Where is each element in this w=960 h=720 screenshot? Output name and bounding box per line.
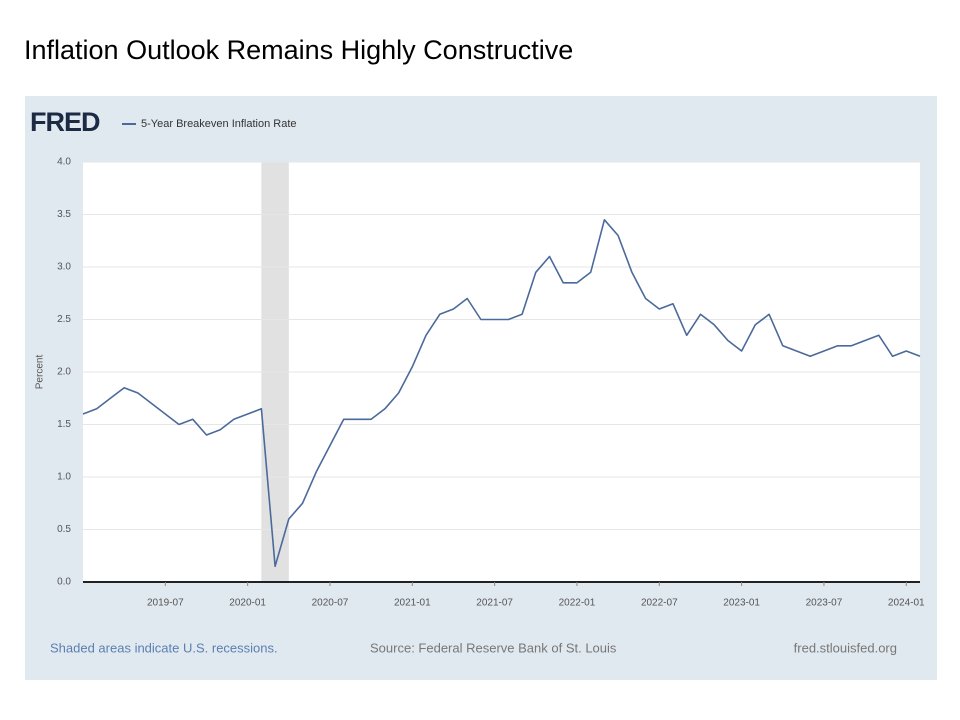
x-tick-label: 2021-07 — [476, 598, 513, 609]
site: fred.stlouisfed.org — [794, 640, 897, 655]
slide-title: Inflation Outlook Remains Highly Constru… — [24, 35, 573, 65]
x-tick-label: 2023-01 — [723, 598, 760, 609]
x-tick-label: 2021-01 — [394, 598, 431, 609]
y-tick-label: 0.0 — [57, 577, 71, 588]
data-line — [82, 219, 921, 568]
y-tick-label: 3.5 — [57, 209, 71, 220]
y-tick-label: 2.0 — [57, 367, 71, 378]
y-axis-label: Percent — [35, 355, 46, 390]
source: Source: Federal Reserve Bank of St. Loui… — [370, 640, 617, 655]
x-tick-label: 2022-07 — [641, 598, 678, 609]
logo: FRED — [30, 107, 100, 137]
y-tick-label: 2.5 — [57, 314, 71, 325]
x-tick-label: 2022-01 — [559, 598, 596, 609]
y-tick-label: 3.0 — [57, 262, 71, 273]
y-tick-label: 4.0 — [57, 157, 71, 168]
x-tick-label: 2024-01 — [888, 598, 925, 609]
y-tick-label: 0.5 — [57, 524, 71, 535]
x-tick-label: 2019-07 — [147, 598, 184, 609]
legend-label: 5-Year Breakeven Inflation Rate — [141, 118, 297, 130]
x-tick-label: 2020-01 — [229, 598, 266, 609]
recession-note: Shaded areas indicate U.S. recessions. — [50, 640, 278, 655]
y-tick-label: 1.5 — [57, 419, 71, 430]
y-tick-label: 1.0 — [57, 472, 71, 483]
x-tick-label: 2023-07 — [806, 598, 843, 609]
x-tick-label: 2020-07 — [312, 598, 349, 609]
